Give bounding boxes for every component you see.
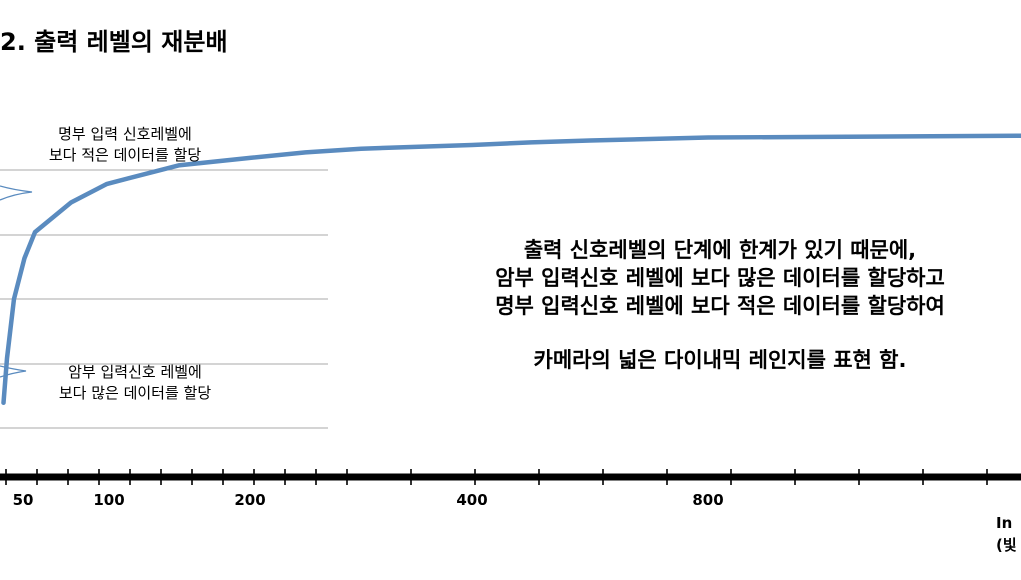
series-line-1 xyxy=(1,133,1021,406)
annotation-arrow-bright xyxy=(0,365,27,378)
explanation-line-5: 카메라의 넓은 다이내믹 레인지를 표현 함. xyxy=(533,348,907,372)
x-axis-unit-line-2: (빛 xyxy=(996,536,1017,554)
grid xyxy=(0,169,328,429)
explanation-line-3: 명부 입력신호 레벨에 보다 적은 데이터를 할당하여 xyxy=(495,294,945,318)
annotation-dark-line-1: 명부 입력 신호레벨에 xyxy=(58,125,192,143)
annotation-bright-line-1: 암부 입력신호 레벨에 xyxy=(68,363,202,381)
x-tick-label-200: 200 xyxy=(234,491,265,509)
explanation-gap xyxy=(360,320,1021,346)
annotation-arrow-dark xyxy=(0,185,33,201)
explanation-line-2: 암부 입력신호 레벨에 보다 많은 데이터를 할당하고 xyxy=(495,266,945,290)
annotation-bright-line-2: 보다 많은 데이터를 할당 xyxy=(58,384,212,402)
x-tick-label-100: 100 xyxy=(93,491,124,509)
annotation-arrows xyxy=(0,185,33,378)
x-tick-label-400: 400 xyxy=(456,491,487,509)
explanation-text: 출력 신호레벨의 단계에 한계가 있기 때문에, 암부 입력신호 레벨에 보다 … xyxy=(360,236,1021,374)
x-axis: 50 100 200 400 800 xyxy=(0,469,1021,509)
annotation-dark-line-2: 보다 적은 데이터를 할당 xyxy=(48,146,202,164)
x-tick-label-50: 50 xyxy=(13,491,34,509)
x-axis-unit-line-1: In xyxy=(996,514,1013,532)
explanation-line-1: 출력 신호레벨의 단계에 한계가 있기 때문에, xyxy=(523,238,917,262)
x-axis-unit-label: In (빛 xyxy=(996,512,1017,556)
annotation-bright-region: 암부 입력신호 레벨에 보다 많은 데이터를 할당 xyxy=(10,362,260,404)
series-layer xyxy=(1,133,1021,406)
x-tick-label-800: 800 xyxy=(692,491,723,509)
chart-title: 2. 출력 레벨의 재분배 xyxy=(0,28,228,56)
annotation-dark-region: 명부 입력 신호레벨에 보다 적은 데이터를 할당 xyxy=(0,124,250,166)
